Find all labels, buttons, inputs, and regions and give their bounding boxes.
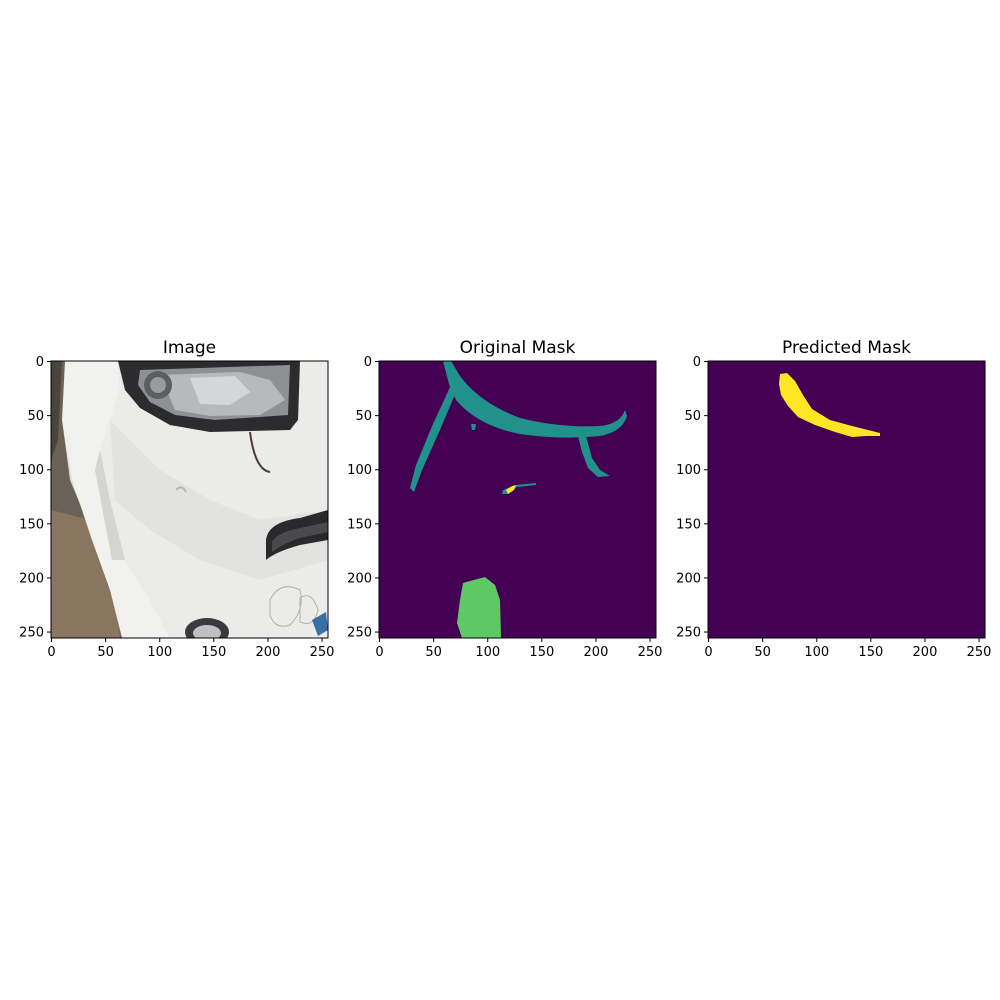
y-tick-label: 50 (684, 409, 701, 424)
panel-title-image: Image (163, 338, 216, 358)
mask-background (379, 361, 656, 638)
axes-frame-predicted-mask (707, 360, 986, 639)
x-tick-label: 100 (147, 645, 172, 660)
x-tick-label: 200 (256, 645, 281, 660)
mask-region-scratch-branch-left (410, 385, 456, 492)
axes-frame-original-mask (378, 360, 657, 639)
y-tick-label: 150 (19, 517, 44, 532)
y-ticks-predicted-mask: 0 50 100 150 200 250 (676, 355, 708, 641)
x-tick-label: 250 (310, 645, 335, 660)
y-tick-label: 200 (347, 571, 372, 586)
y-tick-label: 250 (676, 626, 701, 641)
y-tick-label: 50 (355, 409, 372, 424)
mask-region-other (506, 485, 516, 494)
x-tick-label: 200 (913, 645, 938, 660)
panel-original-mask: Original Mask 0 50 100 150 200 250 0 50 100 150 2… (347, 338, 662, 660)
x-tick-label: 50 (425, 645, 442, 660)
x-tick-label: 150 (201, 645, 226, 660)
x-tick-label: 150 (529, 645, 554, 660)
y-tick-label: 0 (693, 355, 701, 370)
y-tick-label: 100 (347, 463, 372, 478)
x-ticks-original-mask: 0 50 100 150 200 250 (375, 638, 662, 660)
mask-region-dent (457, 577, 501, 638)
panel-predicted-mask: Predicted Mask 0 50 100 150 200 250 0 50 100 150… (676, 338, 991, 660)
x-tick-label: 50 (754, 645, 771, 660)
mask-region-predicted (779, 373, 880, 437)
y-tick-label: 0 (364, 355, 372, 370)
mask-region-scratch (443, 361, 627, 438)
y-tick-label: 50 (27, 409, 44, 424)
y-ticks-original-mask: 0 50 100 150 200 250 (347, 355, 379, 641)
panel-image: Image (19, 338, 334, 660)
y-tick-label: 200 (19, 571, 44, 586)
y-tick-label: 250 (19, 626, 44, 641)
y-tick-label: 200 (676, 571, 701, 586)
x-tick-label: 150 (858, 645, 883, 660)
original-mask-image (379, 361, 656, 638)
mask-region-scratch-branch-right (578, 436, 610, 477)
x-tick-label: 0 (47, 645, 55, 660)
y-tick-label: 100 (19, 463, 44, 478)
panel-title-original-mask: Original Mask (460, 338, 576, 358)
panel-title-predicted-mask: Predicted Mask (782, 338, 911, 358)
mask-region-scratch-small (471, 424, 476, 430)
x-tick-label: 250 (638, 645, 663, 660)
axes-frame-image (50, 360, 329, 639)
x-tick-label: 100 (475, 645, 500, 660)
y-tick-label: 0 (36, 355, 44, 370)
x-tick-label: 50 (97, 645, 114, 660)
y-tick-label: 150 (676, 517, 701, 532)
x-tick-label: 250 (967, 645, 992, 660)
x-ticks-predicted-mask: 0 50 100 150 200 250 (704, 638, 991, 660)
predicted-mask-image (708, 361, 985, 638)
x-ticks-image: 0 50 100 150 200 250 (47, 638, 334, 660)
y-tick-label: 100 (676, 463, 701, 478)
mask-background (708, 361, 985, 638)
x-tick-label: 100 (804, 645, 829, 660)
x-tick-label: 0 (704, 645, 712, 660)
y-tick-label: 150 (347, 517, 372, 532)
photo-car-bumper (51, 361, 328, 638)
x-tick-label: 0 (375, 645, 383, 660)
y-ticks-image: 0 50 100 150 200 250 (19, 355, 51, 641)
y-tick-label: 250 (347, 626, 372, 641)
x-tick-label: 200 (584, 645, 609, 660)
